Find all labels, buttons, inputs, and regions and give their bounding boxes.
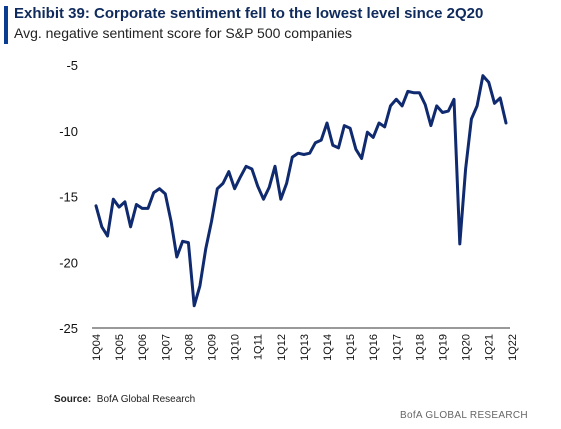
x-tick-label: 1Q04 bbox=[91, 334, 103, 361]
x-tick-label: 1Q14 bbox=[322, 334, 334, 361]
source-note: Source: BofA Global Research bbox=[54, 394, 195, 405]
y-tick-label: -15 bbox=[59, 190, 78, 205]
x-tick-label: 1Q10 bbox=[230, 334, 242, 361]
x-tick-label: 1Q15 bbox=[345, 334, 357, 361]
y-tick-label: -25 bbox=[59, 321, 78, 336]
x-tick-label: 1Q21 bbox=[484, 334, 496, 361]
source-text: BofA Global Research bbox=[96, 394, 196, 405]
x-tick-label: 1Q20 bbox=[461, 334, 473, 361]
x-tick-label: 1Q05 bbox=[114, 334, 126, 361]
chart-subtitle: Avg. negative sentiment score for S&P 50… bbox=[14, 25, 353, 41]
y-tick-label: -5 bbox=[66, 58, 78, 73]
x-tick-label: 1Q13 bbox=[299, 334, 311, 361]
x-tick-label: 1Q11 bbox=[253, 334, 265, 360]
x-tick-label: 1Q07 bbox=[160, 334, 172, 361]
brand-footer: BofA GLOBAL RESEARCH bbox=[400, 410, 528, 421]
y-tick-label: -10 bbox=[59, 124, 78, 139]
x-tick-label: 1Q19 bbox=[437, 334, 449, 361]
x-tick-label: 1Q08 bbox=[183, 334, 195, 361]
sentiment-series-line bbox=[94, 74, 508, 308]
x-tick-label: 1Q17 bbox=[391, 334, 403, 361]
title-accent-bar bbox=[4, 6, 8, 44]
x-tick-label: 1Q06 bbox=[137, 334, 149, 361]
x-tick-label: 1Q22 bbox=[507, 334, 519, 361]
y-tick-label: -20 bbox=[59, 255, 78, 270]
x-tick-label: 1Q12 bbox=[276, 334, 288, 361]
x-tick-label: 1Q16 bbox=[368, 334, 380, 361]
x-tick-label: 1Q09 bbox=[206, 334, 218, 361]
source-label: Source: bbox=[54, 394, 92, 405]
x-tick-label: 1Q18 bbox=[414, 334, 426, 361]
chart-title: Exhibit 39: Corporate sentiment fell to … bbox=[14, 5, 484, 22]
